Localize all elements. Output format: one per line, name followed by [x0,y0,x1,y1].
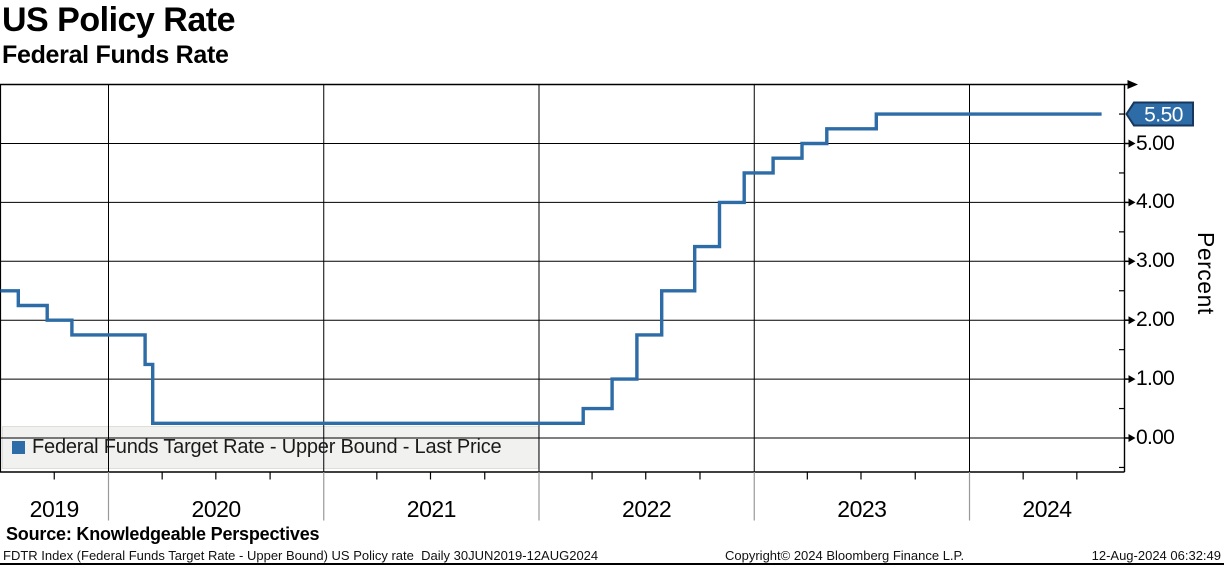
y-tick-arrow-icon [1128,375,1136,384]
x-axis-year-label: 2020 [191,496,242,522]
legend-background [2,426,539,469]
footer-security-description: FDTR Index (Federal Funds Target Rate - … [3,548,599,563]
last-price-badge-label: 5.50 [1144,104,1183,127]
footer-copyright: Copyright© 2024 Bloomberg Finance L.P. [725,548,965,563]
x-axis-year-label: 2019 [29,496,80,522]
y-tick-arrow-icon [1128,316,1136,325]
y-axis-tick-label: 4.00 [1136,190,1175,214]
y-tick-arrow-icon [1128,434,1136,442]
y-axis-tick-label: 5.00 [1136,131,1175,155]
x-axis-year-label: 2023 [837,496,887,522]
top-axis-arrow-icon [1127,80,1138,89]
x-axis-year-label: 2022 [622,496,672,522]
page-title: US Policy Rate [2,1,235,39]
legend-label: Federal Funds Target Rate - Upper Bound … [32,436,502,458]
y-axis-tick-label: 2.00 [1136,308,1175,332]
source-note: Source: Knowledgeable Perspectives [6,524,320,544]
bottom-divider [0,563,1224,565]
y-axis-tick-label: 3.00 [1136,249,1175,273]
y-axis-tick-label: 0.00 [1136,426,1175,449]
x-axis-year-label: 2021 [406,496,457,522]
y-tick-arrow-icon [1128,139,1136,148]
legend-marker-icon [12,441,25,454]
y-tick-arrow-icon [1128,257,1136,266]
y-axis-tick-label: 1.00 [1136,367,1175,391]
page-subtitle: Federal Funds Rate [2,41,229,69]
step-line-series [0,112,1102,425]
y-axis-title: Percent [1193,232,1219,315]
last-price-badge [1125,101,1194,127]
legend: Federal Funds Target Rate - Upper Bound … [3,427,538,468]
x-axis-year-label: 2024 [1022,496,1072,522]
y-tick-arrow-icon [1128,198,1136,207]
footer-timestamp: 12-Aug-2024 06:32:49 [1091,548,1221,563]
